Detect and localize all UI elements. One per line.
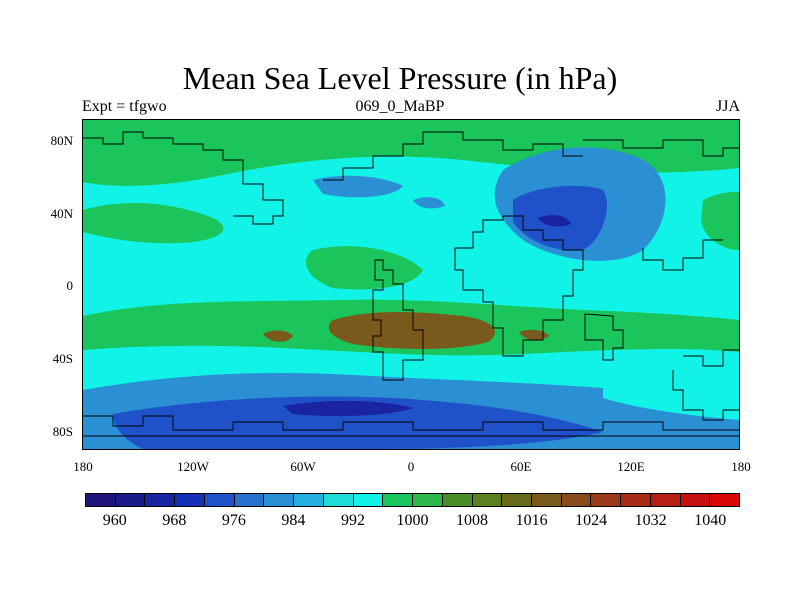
colorbar-cell xyxy=(353,494,384,506)
experiment-label: Expt = tfgwo xyxy=(82,98,167,115)
colorbar-label: 1040 xyxy=(694,512,727,529)
field-brown-satlantic xyxy=(328,312,495,349)
colorbar-cell xyxy=(145,494,176,506)
colorbar-cell xyxy=(561,494,592,506)
pressure-map xyxy=(82,119,740,450)
ytick-0: 0 xyxy=(66,278,74,293)
coastlines xyxy=(83,131,739,437)
time-label: 069_0_MaBP xyxy=(355,98,445,115)
colorbar-cell xyxy=(383,494,414,506)
colorbar-label: 968 xyxy=(162,512,187,529)
colorbar-label: 1008 xyxy=(456,512,489,529)
field-blue-npacific xyxy=(313,175,403,198)
colorbar-label: 1000 xyxy=(396,512,429,529)
colorbar-cell xyxy=(591,494,622,506)
chart-title: Mean Sea Level Pressure (in hPa) xyxy=(182,60,618,96)
colorbar-cell xyxy=(115,494,146,506)
colorbar-cell xyxy=(680,494,711,506)
colorbar-cell xyxy=(323,494,354,506)
colorbar-cell xyxy=(264,494,295,506)
colorbar-cell xyxy=(175,494,205,506)
field-blue-natlantic xyxy=(413,197,445,209)
ytick-80s: 80S xyxy=(52,424,73,439)
colorbar-cell xyxy=(621,494,651,506)
season-label: JJA xyxy=(715,98,740,115)
colorbar-label: 992 xyxy=(340,512,365,529)
colorbar-cell xyxy=(204,494,235,506)
colorbar-cell xyxy=(532,494,562,506)
field-navy-asia xyxy=(538,215,571,227)
xtick-120w: 120W xyxy=(177,459,209,474)
colorbar-cell xyxy=(294,494,324,506)
colorbar-cell xyxy=(413,494,443,506)
ytick-80n: 80N xyxy=(50,133,73,148)
field-cyan-sindian xyxy=(603,372,739,420)
colorbar-cell xyxy=(86,494,116,506)
xtick-0: 0 xyxy=(407,459,415,474)
field-brown-sindian xyxy=(519,329,549,341)
colorbar-label: 1016 xyxy=(515,512,548,529)
colorbar-cell xyxy=(502,494,533,506)
xtick-60w: 60W xyxy=(290,459,316,474)
xtick-180e: 180 xyxy=(731,459,751,474)
colorbar-label: 984 xyxy=(281,512,306,529)
colorbar-label: 1024 xyxy=(575,512,608,529)
colorbar-cell xyxy=(472,494,503,506)
colorbar-cell xyxy=(234,494,265,506)
field-green-natlantic xyxy=(305,246,423,290)
colorbar xyxy=(85,493,740,507)
colorbar-cell xyxy=(650,494,681,506)
field-green-east xyxy=(701,191,739,250)
xtick-180w: 180 xyxy=(73,459,93,474)
field-brown-spacific xyxy=(263,330,293,342)
xtick-120e: 120E xyxy=(617,459,645,474)
colorbar-cell xyxy=(710,494,740,506)
ytick-40s: 40S xyxy=(52,351,73,366)
ytick-40n: 40N xyxy=(50,206,73,221)
field-green-npacific xyxy=(83,203,224,244)
colorbar-cell xyxy=(442,494,473,506)
colorbar-label: 976 xyxy=(221,512,246,529)
xtick-60e: 60E xyxy=(510,459,532,474)
colorbar-label: 960 xyxy=(102,512,127,529)
colorbar-label: 1032 xyxy=(634,512,667,529)
field-navy-south xyxy=(283,400,413,416)
